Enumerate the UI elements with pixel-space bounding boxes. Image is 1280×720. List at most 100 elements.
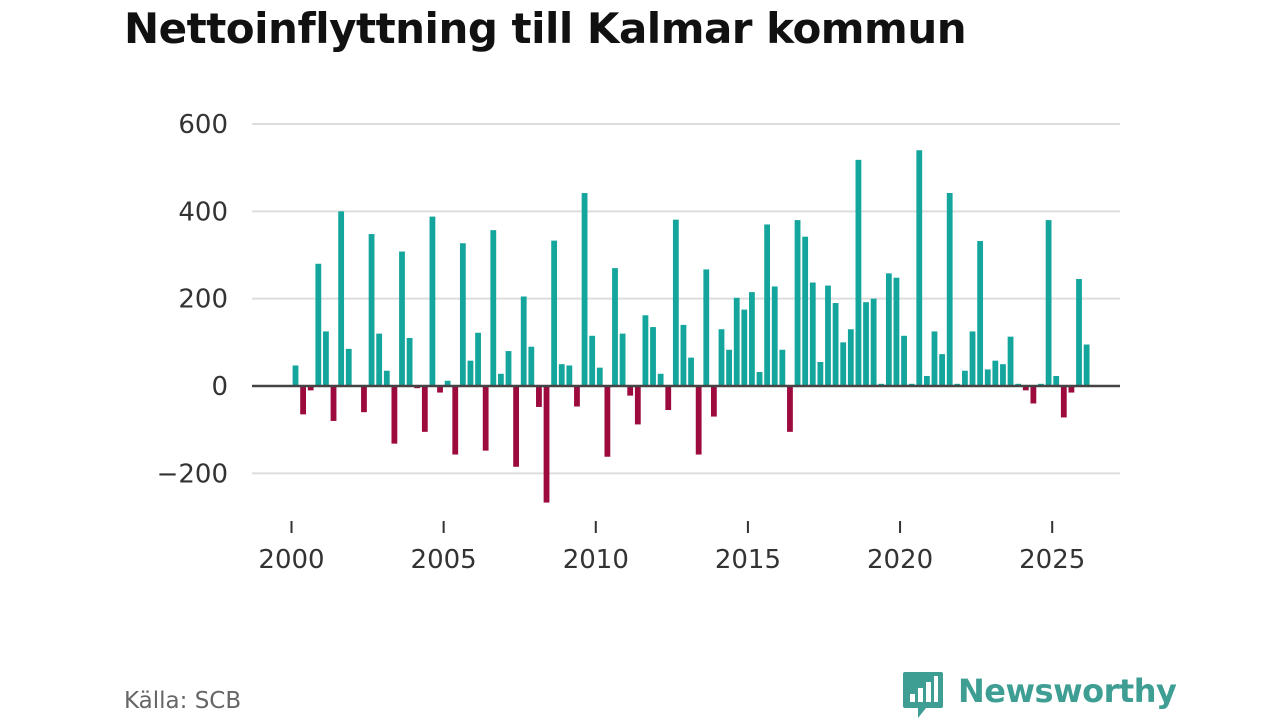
- y-tick-label: 200: [178, 285, 228, 315]
- bar-positive: [1007, 336, 1014, 386]
- bar-negative: [1022, 386, 1029, 391]
- bar-negative: [574, 386, 580, 407]
- bar-positive: [383, 370, 390, 386]
- bar-positive: [923, 375, 930, 386]
- bar-positive: [1000, 364, 1006, 386]
- source-label: Källa: SCB: [124, 688, 242, 714]
- bar-positive: [733, 297, 740, 386]
- y-tick-label: 600: [178, 110, 228, 140]
- x-tick-label: 2020: [867, 545, 933, 575]
- y-tick-label: 0: [211, 372, 228, 402]
- bar-positive: [680, 324, 687, 386]
- bar-positive: [885, 273, 892, 386]
- y-axis: 600 400 200 0 −200: [157, 110, 228, 489]
- bar-positive: [589, 335, 596, 386]
- bar-positive: [467, 360, 474, 386]
- bar-negative: [634, 386, 641, 425]
- bar-negative: [330, 386, 337, 421]
- bar-positive: [650, 327, 656, 386]
- bar-positive: [558, 364, 565, 386]
- bar-negative: [361, 386, 367, 413]
- bar-positive: [368, 234, 375, 386]
- bar-positive: [642, 315, 649, 386]
- bar-positive: [444, 380, 451, 386]
- bar-positive: [672, 219, 679, 386]
- bar-positive: [657, 373, 664, 386]
- bar-positive: [855, 159, 862, 386]
- bar-positive: [764, 224, 771, 386]
- bar-negative: [391, 386, 398, 444]
- bar-negative: [437, 386, 443, 393]
- bar-positive: [459, 243, 466, 386]
- bar-positive: [475, 332, 481, 386]
- bar-positive: [520, 296, 527, 386]
- bar-series: [292, 150, 1090, 503]
- bar-positive: [726, 349, 732, 386]
- bar-positive: [551, 240, 558, 386]
- bar-positive: [612, 268, 618, 386]
- bar-positive: [1083, 344, 1090, 386]
- y-tick-label: −200: [157, 459, 228, 489]
- bar-negative: [695, 386, 702, 455]
- bar-positive: [901, 335, 907, 386]
- bar-positive: [832, 303, 839, 386]
- bar-positive: [962, 370, 968, 386]
- bar-positive: [338, 211, 345, 386]
- bar-positive: [741, 309, 748, 386]
- y-tick-label: 400: [178, 197, 228, 227]
- bar-positive: [931, 331, 938, 386]
- bar-negative: [536, 386, 542, 407]
- bar-negative: [452, 386, 459, 455]
- x-tick-label: 2025: [1019, 545, 1085, 575]
- bar-positive: [1076, 279, 1082, 386]
- bar-positive: [946, 193, 953, 386]
- bar-positive: [688, 357, 694, 386]
- brand-logo: Newsworthy: [902, 670, 1177, 720]
- bar-positive: [315, 263, 322, 386]
- bar-positive: [809, 282, 816, 386]
- bar-negative: [300, 386, 307, 415]
- bar-positive: [528, 346, 535, 386]
- bar-chart-speech-bubble-icon: [903, 672, 943, 718]
- bar-positive: [870, 298, 877, 386]
- bar-positive: [756, 372, 763, 386]
- bar-negative: [604, 386, 611, 457]
- bar-negative: [307, 386, 314, 391]
- brand-name: Newsworthy: [958, 672, 1177, 710]
- bar-positive: [345, 348, 352, 386]
- bar-positive: [1045, 220, 1052, 386]
- bar-negative: [787, 386, 793, 432]
- bar-negative: [665, 386, 672, 411]
- bar-positive: [977, 241, 984, 386]
- bar-positive: [399, 251, 405, 386]
- bar-positive: [794, 220, 801, 386]
- bar-positive: [802, 236, 809, 386]
- chart-title: Nettoinflyttning till Kalmar kommun: [124, 4, 967, 53]
- bar-positive: [840, 342, 847, 386]
- bar-positive: [596, 367, 603, 386]
- bar-positive: [992, 360, 999, 386]
- bar-positive: [323, 331, 329, 386]
- bar-positive: [505, 351, 512, 386]
- bar-positive: [916, 150, 923, 386]
- bar-negative: [627, 386, 634, 396]
- bar-positive: [376, 333, 383, 386]
- bar-positive: [749, 292, 755, 386]
- bar-positive: [771, 286, 778, 386]
- x-tick-label: 2010: [563, 545, 629, 575]
- bar-positive: [779, 349, 786, 386]
- x-tick-label: 2015: [715, 545, 781, 575]
- bar-positive: [1053, 375, 1060, 386]
- bar-positive: [703, 269, 710, 386]
- x-tick-label: 2000: [258, 545, 324, 575]
- bar-positive: [825, 285, 831, 386]
- bar-positive: [619, 333, 626, 386]
- bar-positive: [292, 365, 299, 386]
- bar-negative: [543, 386, 550, 503]
- bar-positive: [566, 365, 573, 386]
- bar-positive: [581, 193, 588, 386]
- bar-positive: [490, 230, 497, 386]
- bar-positive: [893, 277, 900, 386]
- bar-positive: [984, 369, 991, 386]
